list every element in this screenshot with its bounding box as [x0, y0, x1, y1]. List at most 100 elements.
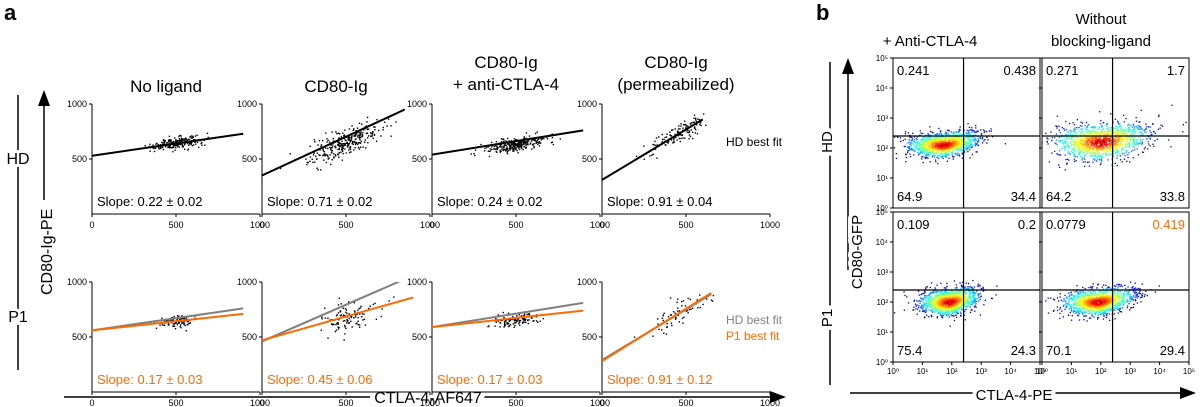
data-point [470, 153, 472, 155]
data-point [507, 143, 509, 145]
density-point [1094, 141, 1097, 144]
density-point [940, 141, 943, 143]
data-point [184, 139, 186, 142]
density-point [913, 300, 915, 302]
density-point [929, 137, 931, 139]
data-point [673, 141, 676, 143]
density-point [1047, 138, 1049, 140]
density-point [929, 146, 932, 148]
density-point [1117, 146, 1120, 148]
data-point [523, 314, 526, 317]
density-point [961, 149, 964, 152]
density-point [1100, 158, 1102, 161]
density-point [1130, 141, 1132, 143]
density-point [922, 152, 924, 154]
density-point [1078, 144, 1080, 146]
density-point [1071, 147, 1073, 149]
density-point [909, 153, 911, 155]
data-point [182, 322, 185, 324]
density-point [927, 133, 929, 136]
data-point [167, 324, 169, 326]
data-point [350, 136, 353, 138]
density-point [1077, 140, 1080, 142]
data-point [194, 141, 196, 143]
density-point [967, 142, 969, 144]
data-point [480, 143, 482, 146]
density-point [1128, 146, 1130, 148]
density-point [1093, 143, 1096, 145]
data-point [526, 140, 529, 143]
density-point [1102, 141, 1104, 143]
density-point [1110, 145, 1112, 147]
row-label-hd: HD [6, 151, 29, 168]
density-point [1105, 146, 1107, 148]
density-point [946, 137, 949, 139]
density-point [926, 148, 928, 150]
data-point [474, 149, 477, 151]
data-point [332, 323, 335, 326]
data-point [509, 146, 511, 149]
data-point [672, 141, 675, 143]
density-point [1118, 136, 1121, 139]
density-point [1132, 132, 1135, 134]
density-point [1119, 125, 1122, 127]
density-point [963, 304, 966, 306]
density-point [961, 153, 964, 155]
density-point [1104, 137, 1106, 140]
density-point [1143, 148, 1145, 150]
data-point [690, 129, 693, 131]
data-point [354, 135, 356, 138]
data-point [680, 123, 682, 125]
data-point [347, 138, 349, 140]
data-point [351, 142, 353, 145]
data-point [354, 138, 357, 141]
data-point [188, 143, 191, 145]
density-point [1109, 136, 1111, 139]
density-point [938, 133, 940, 136]
data-point [361, 135, 364, 137]
density-point [934, 308, 936, 310]
density-point [1130, 134, 1132, 136]
data-point [184, 324, 186, 327]
density-point [1108, 143, 1110, 146]
data-point [504, 325, 506, 327]
density-point [923, 147, 925, 149]
data-point [360, 140, 363, 143]
density-point [929, 139, 932, 142]
density-point [921, 304, 923, 306]
data-point [688, 134, 691, 136]
density-point [974, 140, 976, 142]
x-tick-label: 500 [338, 220, 353, 230]
density-point [969, 140, 971, 142]
density-point [1073, 160, 1076, 163]
density-point [1093, 152, 1095, 154]
density-point [956, 316, 958, 319]
density-point [1078, 147, 1080, 149]
density-point [1086, 138, 1089, 140]
density-point [924, 147, 926, 149]
data-point [694, 128, 697, 131]
data-point [356, 136, 359, 138]
density-point [1080, 134, 1082, 136]
density-point [963, 136, 966, 139]
density-point [1114, 118, 1117, 120]
density-point [1096, 147, 1098, 150]
data-point [187, 144, 190, 147]
density-point [1090, 136, 1092, 139]
col-title-4-line1: CD80-Ig [644, 53, 707, 72]
density-point [971, 287, 974, 289]
data-point [661, 133, 663, 136]
density-point [934, 306, 937, 308]
data-point [508, 325, 511, 327]
data-point [524, 142, 526, 144]
density-point [938, 157, 940, 160]
density-point [926, 142, 928, 145]
density-point [929, 292, 931, 294]
density-point [952, 304, 954, 306]
data-point [359, 136, 362, 139]
density-point [1106, 147, 1108, 150]
data-point [505, 149, 507, 151]
density-point [1061, 127, 1063, 129]
data-point [374, 128, 376, 131]
data-point [162, 138, 165, 141]
